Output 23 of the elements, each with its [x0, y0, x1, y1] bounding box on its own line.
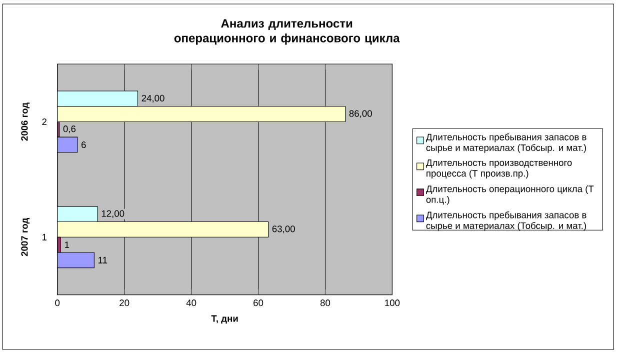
x-tick-label: 60 [254, 299, 264, 306]
data-label: 0,6 [63, 125, 76, 134]
legend-label: Длительность пребывания запасов в сырье и материалах (Тобсыр. и мат.) [426, 211, 586, 231]
data-label: 63,00 [272, 226, 295, 234]
legend-label: Длительность пребывания запасов в сырье и материалах (Тобсыр. и мат.) [426, 133, 586, 153]
x-tick-label: 100 [385, 299, 400, 306]
data-label: 86,00 [349, 110, 372, 118]
chart-title: Анализ длительности операционного и финансового цикла [174, 19, 400, 45]
data-label: 6 [82, 141, 86, 148]
data-label: 11 [98, 256, 108, 264]
x-tick-label: 80 [320, 299, 330, 306]
x-tick-label: 20 [120, 299, 130, 306]
y-tick-label: 2 [42, 118, 46, 125]
x-tick-label: 0 [55, 299, 60, 306]
text: 2006 год [21, 102, 30, 141]
data-label: 1 [65, 242, 70, 248]
data-label: 24,00 [142, 94, 164, 102]
x-tick-label: 40 [186, 299, 196, 306]
legend-label: Длительность производственного процесса (Т произв.пр.) [426, 159, 572, 178]
text: 2007 год [21, 218, 30, 256]
x-axis-title: Т, дни [211, 315, 238, 324]
data-label: 12,00 [102, 210, 124, 218]
legend-label: Длительность операционного цикла (Т оп.ц.) [426, 185, 594, 205]
